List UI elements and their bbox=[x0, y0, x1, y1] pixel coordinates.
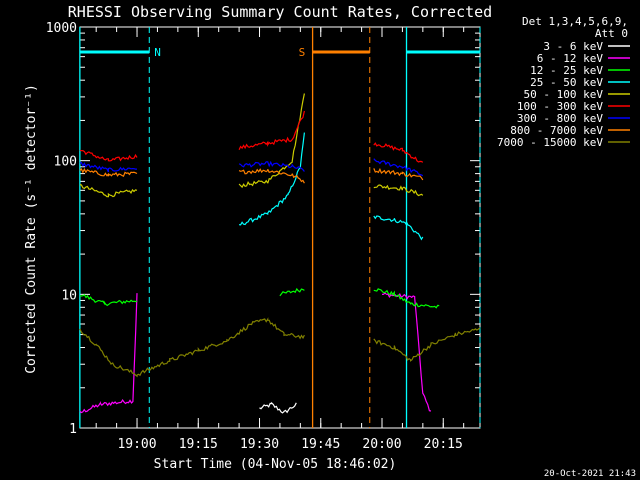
annotation-label: N bbox=[154, 46, 161, 59]
chart-title: RHESSI Observing Summary Count Rates, Co… bbox=[68, 3, 492, 21]
legend-entry-label: 800 - 7000 keV bbox=[510, 124, 603, 137]
series-line bbox=[79, 317, 481, 378]
x-tick-label: 20:15 bbox=[424, 437, 463, 452]
annotation-label: S bbox=[299, 46, 306, 59]
timestamp: 20-Oct-2021 21:43 bbox=[544, 469, 636, 479]
legend-entry-label: 7000 - 15000 keV bbox=[497, 136, 603, 149]
y-axis-label: Corrected Count Rate (s⁻¹ detector⁻¹) bbox=[24, 84, 39, 374]
legend-entry-label: 300 - 800 keV bbox=[517, 112, 603, 125]
y-tick-label: 1 bbox=[69, 422, 77, 437]
series-line bbox=[79, 167, 424, 184]
legend-entry-label: 50 - 100 keV bbox=[524, 88, 604, 101]
series-line bbox=[79, 287, 440, 309]
legend-entry-label: 6 - 12 keV bbox=[537, 52, 604, 65]
x-tick-label: 19:30 bbox=[240, 437, 279, 452]
y-tick-label: 10 bbox=[61, 288, 77, 303]
series-line bbox=[239, 132, 424, 241]
series-line bbox=[259, 401, 297, 414]
series-line bbox=[79, 110, 424, 163]
x-axis-label: Start Time (04-Nov-05 18:46:02) bbox=[154, 457, 397, 472]
x-tick-label: 20:00 bbox=[362, 437, 401, 452]
y-tick-label: 100 bbox=[54, 155, 77, 170]
series-line bbox=[79, 158, 424, 177]
legend-entry-label: 3 - 6 keV bbox=[543, 40, 603, 53]
legend-header: Att 0 bbox=[595, 27, 628, 40]
x-tick-label: 19:45 bbox=[301, 437, 340, 452]
legend-entry-label: 12 - 25 keV bbox=[530, 64, 603, 77]
x-tick-label: 19:00 bbox=[117, 437, 156, 452]
x-tick-label: 19:15 bbox=[179, 437, 218, 452]
legend-entry-label: 100 - 300 keV bbox=[517, 100, 603, 113]
legend-header: Det 1,3,4,5,6,9, bbox=[522, 15, 628, 28]
plot-area: 1 10 100 1000 19:00 19:15 19:30 19:45 20:00 20:15… bbox=[46, 21, 481, 452]
series-line bbox=[79, 93, 424, 198]
series-line bbox=[79, 292, 432, 414]
y-tick-label: 1000 bbox=[46, 21, 77, 36]
legend-entry-label: 25 - 50 keV bbox=[530, 76, 603, 89]
